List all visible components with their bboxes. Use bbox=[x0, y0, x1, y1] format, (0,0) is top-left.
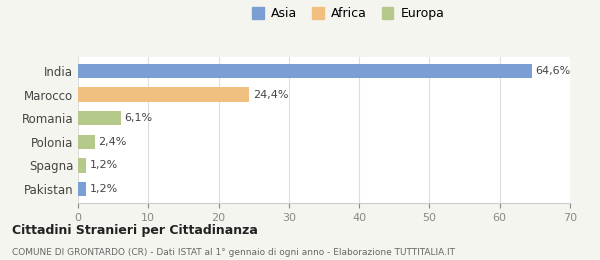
Bar bbox=[78, 135, 95, 149]
Legend: Asia, Africa, Europa: Asia, Africa, Europa bbox=[247, 2, 450, 25]
Text: 6,1%: 6,1% bbox=[124, 113, 152, 123]
Bar bbox=[78, 111, 121, 125]
Bar bbox=[78, 158, 86, 173]
Bar bbox=[78, 182, 86, 196]
Text: 24,4%: 24,4% bbox=[253, 89, 289, 100]
Bar bbox=[78, 87, 250, 102]
Text: COMUNE DI GRONTARDO (CR) - Dati ISTAT al 1° gennaio di ogni anno - Elaborazione : COMUNE DI GRONTARDO (CR) - Dati ISTAT al… bbox=[12, 248, 455, 257]
Text: 64,6%: 64,6% bbox=[536, 66, 571, 76]
Text: 1,2%: 1,2% bbox=[90, 184, 118, 194]
Text: Cittadini Stranieri per Cittadinanza: Cittadini Stranieri per Cittadinanza bbox=[12, 224, 258, 237]
Text: 1,2%: 1,2% bbox=[90, 160, 118, 171]
Bar bbox=[78, 64, 532, 78]
Text: 2,4%: 2,4% bbox=[98, 137, 127, 147]
